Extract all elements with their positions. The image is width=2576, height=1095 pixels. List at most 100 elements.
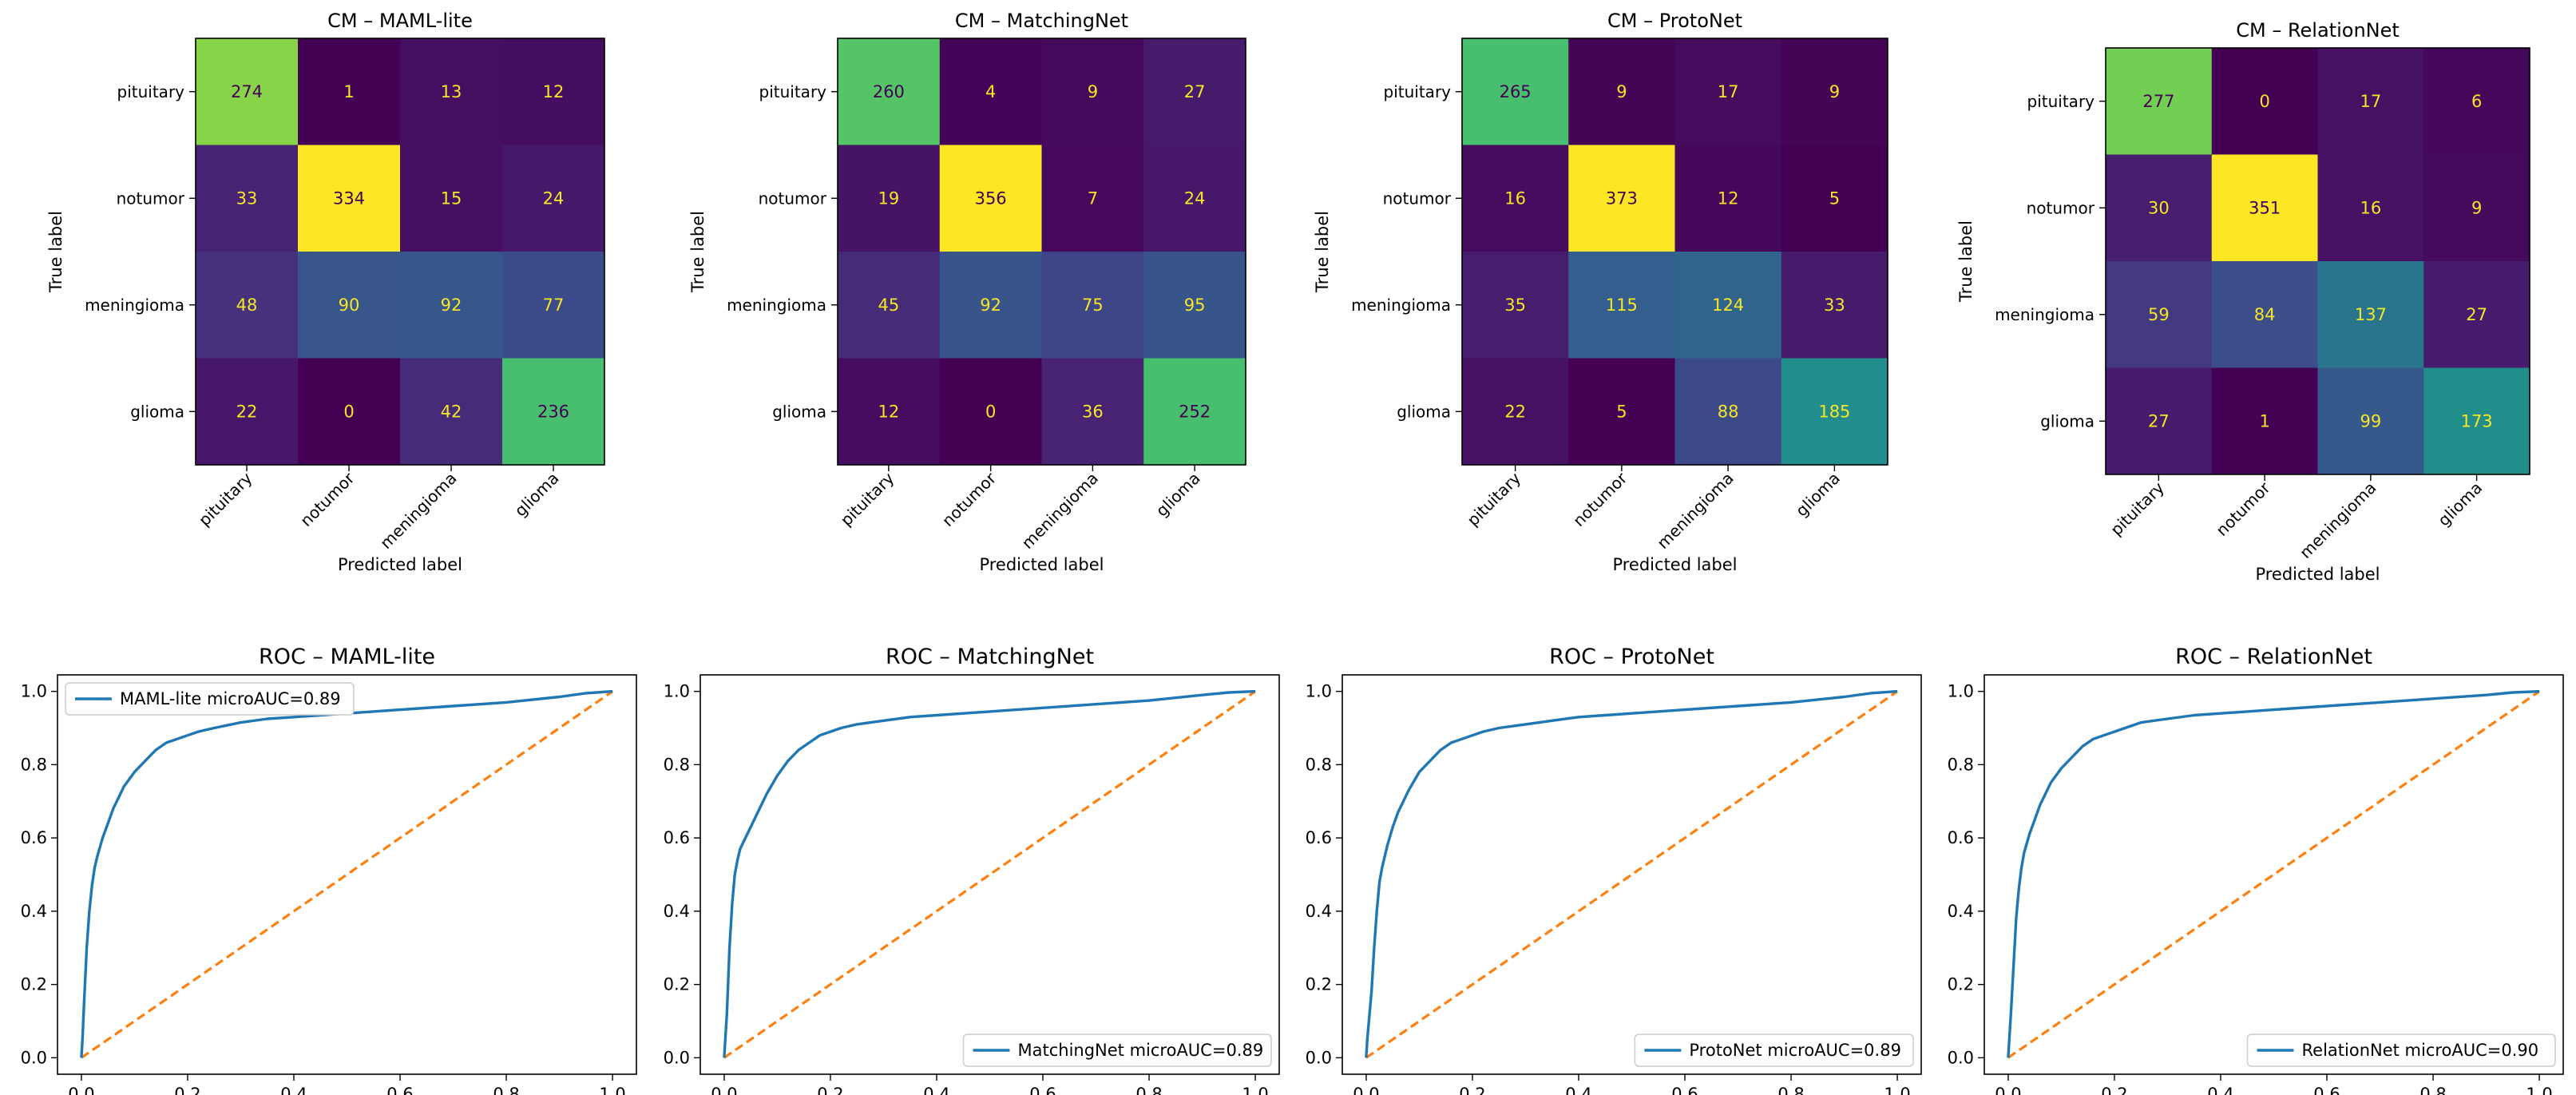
cm-cell bbox=[1041, 145, 1144, 252]
confusion-matrix-4: 277 0 17 6 30 351 16 9 59 84 137 27 27 1 99 173 CM – Rel… bbox=[1956, 19, 2530, 584]
roc-point bbox=[1202, 695, 1203, 696]
cm-cell bbox=[400, 358, 503, 466]
roc-ytick-label: 0.0 bbox=[664, 1048, 690, 1067]
cm-value: 75 bbox=[1082, 296, 1104, 315]
roc-xtick-label: 0.4 bbox=[280, 1085, 307, 1095]
roc-ytick-label: 0.4 bbox=[21, 902, 47, 921]
roc-xtick-label: 0.8 bbox=[1135, 1085, 1162, 1095]
roc-point bbox=[1461, 739, 1462, 740]
roc-point bbox=[585, 692, 586, 693]
roc-ytick-label: 1.0 bbox=[21, 682, 47, 701]
cm-value: 22 bbox=[1504, 402, 1526, 421]
cm-value: 33 bbox=[1824, 296, 1845, 315]
cm-ytick-label: glioma bbox=[1397, 402, 1451, 421]
roc-xtick-label: 0.0 bbox=[1353, 1085, 1379, 1095]
cm-value: 12 bbox=[543, 82, 565, 101]
roc-ytick-label: 0.6 bbox=[664, 828, 690, 847]
cm-xlabel: Predicted label bbox=[338, 555, 462, 574]
roc-point bbox=[989, 711, 990, 712]
roc-curve bbox=[80, 689, 613, 1058]
cm-cell bbox=[502, 358, 605, 466]
cm-xtick-label: pituitary bbox=[1463, 468, 1524, 530]
roc-ytick-label: 0.6 bbox=[1948, 828, 1974, 847]
cm-title: CM – ProtoNet bbox=[1607, 10, 1742, 32]
roc-point bbox=[2538, 691, 2539, 692]
cm-value: 12 bbox=[1718, 188, 1739, 208]
cm-value: 124 bbox=[1712, 296, 1744, 315]
roc-point bbox=[1387, 845, 1388, 846]
cm-value: 48 bbox=[236, 296, 258, 315]
roc-xtick-label: 0.8 bbox=[1777, 1085, 1804, 1095]
roc-diagonal bbox=[723, 690, 1256, 1059]
cm-ytick-label: pituitary bbox=[759, 82, 827, 101]
cm-cell bbox=[1781, 358, 1888, 466]
cm-xtick-label: notumor bbox=[296, 468, 359, 530]
roc-point bbox=[1578, 716, 1579, 717]
cm-frame bbox=[2105, 47, 2530, 475]
cm-cell bbox=[1462, 252, 1569, 359]
cm-cell bbox=[502, 38, 605, 145]
cm-value: 77 bbox=[543, 296, 565, 315]
cm-cell bbox=[196, 252, 299, 359]
cm-value: 42 bbox=[441, 402, 462, 421]
roc-point bbox=[82, 1039, 83, 1040]
roc-point bbox=[1684, 709, 1685, 710]
cm-value: 90 bbox=[339, 296, 360, 315]
roc-point bbox=[92, 885, 93, 886]
confusion-matrix-1: 274 1 13 12 33 334 15 24 48 90 92 77 22 0 42 236 CM – MA… bbox=[46, 10, 605, 574]
cm-xtick-label: glioma bbox=[1792, 469, 1844, 521]
roc-xtick-label: 0.0 bbox=[711, 1085, 737, 1095]
cm-cell bbox=[2423, 48, 2530, 155]
cm-cell bbox=[1568, 38, 1675, 145]
cm-xtick-label: meningioma bbox=[2296, 478, 2380, 562]
roc-point bbox=[2071, 757, 2072, 758]
cm-value: 30 bbox=[2148, 198, 2170, 217]
roc-point bbox=[1844, 696, 1845, 697]
roc-title: ROC – MAML-lite bbox=[259, 645, 435, 669]
cm-ylabel: True label bbox=[1956, 220, 1976, 303]
cm-cell bbox=[2106, 367, 2213, 475]
roc-point bbox=[809, 742, 810, 743]
cm-cell bbox=[1041, 38, 1144, 145]
roc-title: ROC – RelationNet bbox=[2175, 645, 2372, 669]
cm-value: 356 bbox=[975, 188, 1007, 208]
roc-point bbox=[1896, 691, 1897, 692]
roc-point bbox=[176, 739, 177, 740]
roc-xtick-label: 0.6 bbox=[2313, 1085, 2340, 1095]
roc-ytick-label: 1.0 bbox=[664, 682, 690, 701]
roc-point bbox=[240, 722, 241, 723]
cm-value: 5 bbox=[1829, 188, 1840, 208]
roc-legend-label: MatchingNet microAUC=0.89 bbox=[1018, 1041, 1264, 1060]
cm-cell bbox=[502, 145, 605, 252]
cm-cell bbox=[939, 145, 1042, 252]
roc-point bbox=[399, 709, 400, 710]
roc-point bbox=[2167, 718, 2168, 719]
cm-value: 351 bbox=[2249, 198, 2281, 217]
roc-diagonal bbox=[81, 690, 613, 1059]
roc-ytick-label: 0.4 bbox=[664, 902, 690, 921]
cm-xtick-label: glioma bbox=[1152, 469, 1204, 521]
cm-xlabel: Predicted label bbox=[2255, 565, 2380, 584]
cm-cell bbox=[1462, 358, 1569, 466]
cm-value: 27 bbox=[1184, 82, 1206, 101]
roc-xtick-label: 0.2 bbox=[174, 1085, 200, 1095]
cm-cell bbox=[1143, 358, 1246, 466]
roc-point bbox=[155, 749, 156, 750]
cm-value: 260 bbox=[873, 82, 905, 101]
roc-point bbox=[2273, 709, 2274, 710]
roc-point bbox=[1373, 947, 1374, 948]
cm-cell bbox=[1041, 358, 1144, 466]
cm-cell bbox=[1781, 145, 1888, 252]
roc-ytick-label: 0.8 bbox=[1948, 755, 1974, 774]
roc-point bbox=[1254, 691, 1255, 692]
cm-cell bbox=[2211, 48, 2318, 155]
roc-point bbox=[963, 713, 964, 714]
roc-xtick-label: 1.0 bbox=[1242, 1085, 1268, 1095]
roc-xtick-label: 0.4 bbox=[2207, 1085, 2233, 1095]
cm-xlabel: Predicted label bbox=[1612, 555, 1737, 574]
roc-point bbox=[737, 859, 738, 860]
cm-value: 373 bbox=[1606, 188, 1638, 208]
roc-point bbox=[798, 749, 799, 750]
cm-cell bbox=[1674, 145, 1782, 252]
